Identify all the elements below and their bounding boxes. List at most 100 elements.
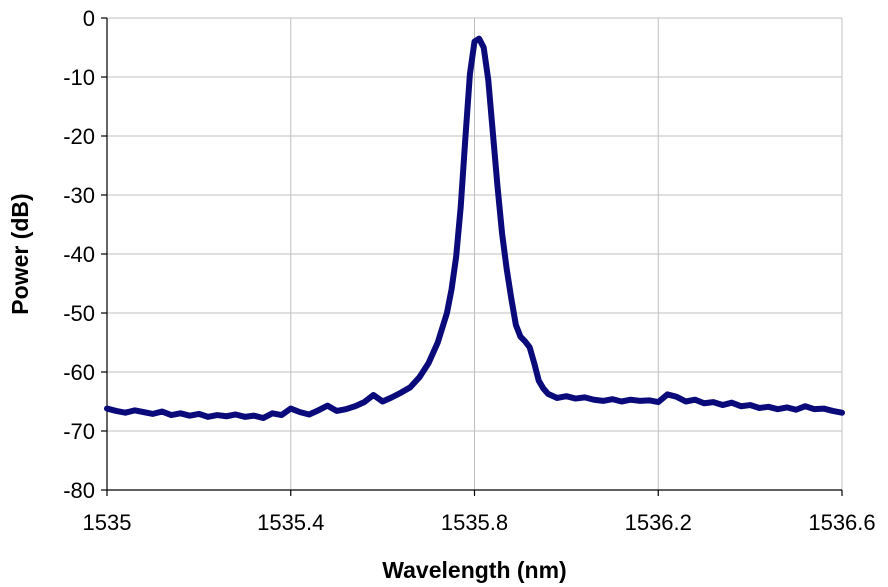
data-point: [492, 132, 494, 134]
y-tick-label: 0: [83, 6, 95, 31]
data-point: [721, 404, 724, 406]
data-point: [427, 362, 430, 364]
data-point: [207, 416, 209, 418]
y-tick-label: -10: [63, 65, 95, 90]
data-point: [179, 412, 182, 414]
data-point: [469, 73, 471, 75]
data-point: [666, 393, 669, 396]
data-point: [524, 340, 526, 342]
data-point: [832, 410, 834, 412]
data-point: [253, 415, 255, 417]
data-point: [391, 396, 393, 398]
data-point: [235, 413, 237, 416]
data-point: [189, 415, 191, 417]
x-tick-label: 1536.6: [808, 510, 875, 535]
x-axis-title: Wavelength (nm): [382, 557, 566, 583]
data-point: [115, 410, 117, 412]
data-point: [510, 297, 512, 299]
data-point: [216, 414, 218, 416]
x-tick-label: 1535.4: [257, 510, 324, 535]
data-point: [496, 185, 499, 187]
data-point: [262, 417, 264, 419]
data-point: [478, 38, 480, 40]
data-point: [657, 401, 659, 403]
data-point: [487, 79, 489, 81]
data-point: [336, 410, 338, 412]
data-point: [308, 413, 310, 416]
data-point: [841, 412, 843, 414]
data-point: [501, 232, 503, 234]
data-point: [515, 324, 517, 326]
data-point: [143, 411, 145, 413]
data-point: [538, 380, 540, 382]
data-point: [620, 400, 623, 403]
data-point: [161, 410, 163, 413]
y-axis-title: Power (dB): [7, 193, 33, 314]
data-point: [703, 402, 705, 404]
data-point: [280, 414, 283, 416]
data-point: [593, 399, 595, 401]
data-point: [382, 400, 384, 403]
data-point: [565, 395, 567, 397]
x-tick-label: 1535.8: [441, 510, 508, 535]
series-line-0: [104, 35, 845, 422]
data-point: [152, 413, 154, 415]
data-point: [363, 401, 365, 403]
data-point: [685, 400, 687, 403]
data-point: [483, 46, 485, 49]
data-point: [813, 408, 816, 410]
data-point: [639, 400, 641, 402]
grid: [107, 17, 843, 490]
data-point: [648, 399, 650, 401]
data-point: [823, 407, 825, 410]
data-point: [749, 404, 751, 406]
y-tick-label: -20: [63, 124, 95, 149]
data-point: [450, 288, 453, 290]
data-point: [299, 411, 301, 413]
data-point: [372, 394, 375, 396]
data-point: [455, 256, 457, 258]
y-tick-label: -50: [63, 301, 95, 326]
data-point: [271, 412, 273, 414]
data-point: [574, 397, 577, 400]
data-point: [290, 407, 292, 410]
data-point: [225, 415, 228, 417]
data-point: [124, 412, 126, 414]
data-point: [547, 393, 549, 395]
data-point: [676, 396, 678, 398]
data-point: [740, 405, 742, 407]
y-tick-label: -70: [63, 419, 95, 444]
data-point: [460, 206, 462, 208]
data-point: [437, 341, 439, 344]
series-layer: [104, 35, 845, 422]
data-point: [133, 409, 136, 411]
data-point: [611, 398, 613, 400]
data-point: [542, 387, 545, 390]
data-point: [602, 400, 604, 402]
data-point: [506, 268, 508, 270]
y-tick-label: -30: [63, 183, 95, 208]
x-tick-label: 1536.2: [625, 510, 692, 535]
data-point: [170, 414, 172, 416]
data-point: [584, 396, 586, 398]
data-point: [354, 405, 356, 407]
data-point: [400, 392, 402, 394]
data-point: [786, 406, 788, 408]
data-point: [533, 362, 535, 364]
data-point: [446, 312, 448, 314]
data-point: [795, 409, 797, 411]
data-point: [694, 399, 696, 401]
data-point: [529, 346, 531, 348]
x-tick-label: 1535: [83, 510, 132, 535]
data-point: [767, 406, 770, 408]
data-point: [409, 386, 411, 388]
y-tick-label: -80: [63, 478, 95, 503]
data-point: [244, 416, 246, 418]
data-point: [519, 336, 522, 338]
data-point: [758, 407, 760, 409]
data-point: [712, 401, 714, 403]
y-tick-label: -40: [63, 242, 95, 267]
data-point: [630, 399, 632, 401]
